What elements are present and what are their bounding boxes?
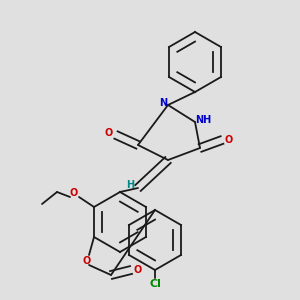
Text: O: O <box>134 265 142 275</box>
Text: O: O <box>83 256 91 266</box>
Text: O: O <box>225 135 233 145</box>
Text: N: N <box>159 98 167 108</box>
Text: O: O <box>105 128 113 138</box>
Text: O: O <box>70 188 78 198</box>
Text: Cl: Cl <box>149 279 161 289</box>
Text: H: H <box>126 180 134 190</box>
Text: NH: NH <box>195 115 211 125</box>
